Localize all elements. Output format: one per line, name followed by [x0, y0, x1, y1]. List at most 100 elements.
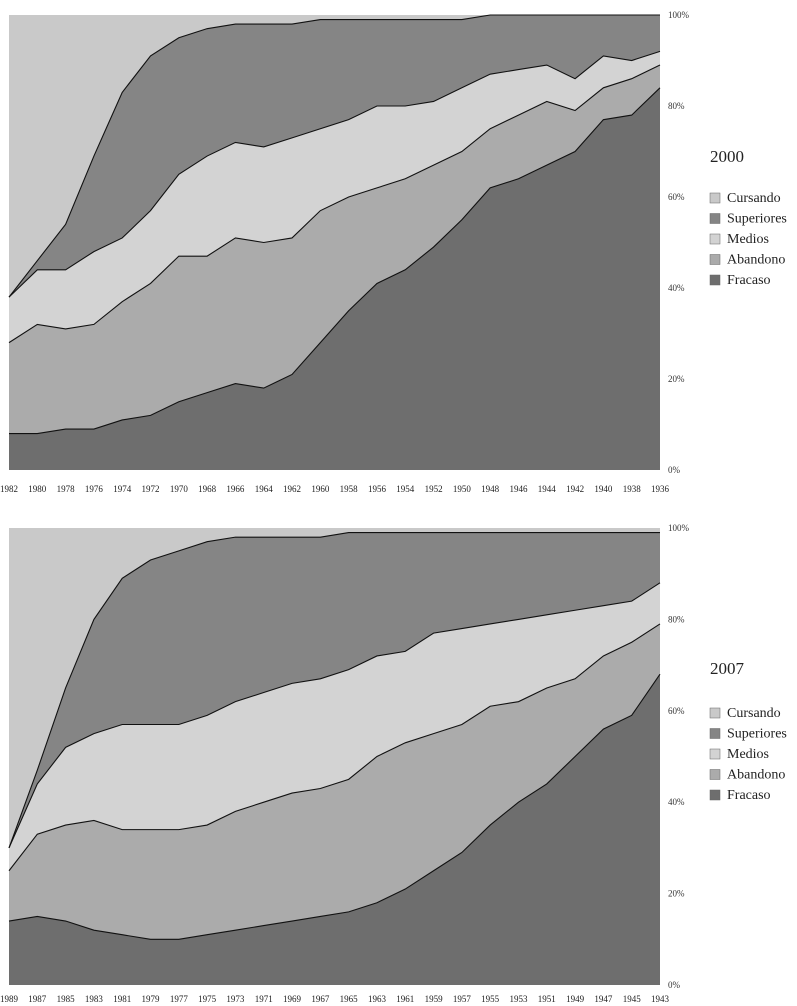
x-tick-label: 1951: [538, 994, 556, 1004]
x-tick-label: 1989: [0, 994, 19, 1004]
x-tick-label: 1940: [594, 484, 613, 494]
x-tick-label: 1936: [651, 484, 670, 494]
legend-label-superiores: Superiores: [727, 212, 787, 227]
area-abandono: [9, 65, 660, 434]
chart-panel-2007: 0% 20% 40% 60% 80% 100% 1989 1987 1985 1983 1981 19…: [0, 523, 787, 1004]
y-tick-label: 20%: [668, 374, 685, 384]
x-tick-label: 1985: [57, 994, 76, 1004]
x-tick-label: 1952: [425, 484, 443, 494]
x-tick-label: 1962: [283, 484, 301, 494]
y-tick-label: 100%: [668, 523, 690, 533]
boundary-line-medios: [8, 50, 661, 298]
boundary-line-abandono: [8, 64, 661, 344]
x-tick-label: 1970: [170, 484, 189, 494]
legend-swatch-superiores: [709, 213, 721, 224]
x-tick-label: 1969: [283, 994, 302, 1004]
y-tick-label: 80%: [668, 614, 685, 624]
x-tick-label: 1968: [198, 484, 217, 494]
chart-title: 2007: [710, 659, 745, 678]
y-tick-label: 0%: [668, 980, 681, 990]
x-tick-label: 1980: [28, 484, 47, 494]
area-abandono: [9, 623, 660, 940]
y-tick-label: 80%: [668, 101, 685, 111]
area-medios: [9, 51, 660, 343]
legend-label-abandono: Abandono: [727, 768, 785, 783]
x-tick-label: 1950: [453, 484, 472, 494]
x-tick-label: 1983: [85, 994, 104, 1004]
x-tick-label: 1965: [340, 994, 359, 1004]
x-tick-label: 1964: [255, 484, 274, 494]
x-tick-label: 1975: [198, 994, 217, 1004]
legend-label-medios: Medios: [727, 747, 769, 762]
x-tick-label: 1966: [226, 484, 245, 494]
area-fracaso: [9, 674, 660, 985]
y-tick-label: 100%: [668, 10, 690, 20]
legend-swatch-abandono: [709, 769, 721, 780]
boundary-line-superiores: [8, 532, 660, 849]
legend: Cursando Superiores Medios Abandono Fracaso: [709, 706, 787, 803]
x-tick-label: 1979: [142, 994, 161, 1004]
area-cursando: [9, 528, 660, 848]
legend-swatch-fracaso: [709, 274, 721, 286]
x-tick-label: 1945: [623, 994, 642, 1004]
x-tick-label: 1978: [57, 484, 76, 494]
x-tick-label: 1974: [113, 484, 132, 494]
legend: Cursando Superiores Medios Abandono Fracaso: [709, 191, 787, 288]
boundary-line-superiores: [8, 14, 660, 298]
x-tick-label: 1938: [623, 484, 642, 494]
x-tick-label: 1960: [311, 484, 330, 494]
legend-swatch-cursando: [709, 707, 721, 719]
x-tick-label: 1943: [651, 994, 670, 1004]
legend-swatch-fracaso: [709, 789, 721, 801]
x-tick-label: 1942: [566, 484, 584, 494]
x-tick-label: 1955: [481, 994, 500, 1004]
area-medios: [9, 582, 660, 871]
legend-swatch-medios: [709, 233, 721, 245]
boundary-line-fracaso: [8, 673, 661, 940]
legend-label-cursando: Cursando: [727, 191, 781, 206]
area-superiores: [9, 532, 660, 848]
x-tick-label: 1977: [170, 994, 189, 1004]
y-tick-label: 0%: [668, 465, 681, 475]
area-fracaso: [9, 87, 660, 471]
x-tick-label: 1946: [509, 484, 528, 494]
x-tick-label: 1954: [396, 484, 415, 494]
y-tick-label: 40%: [668, 283, 685, 293]
x-tick-label: 1961: [396, 994, 414, 1004]
x-tick-label: 1963: [368, 994, 387, 1004]
x-tick-label: 1948: [481, 484, 500, 494]
legend-label-cursando: Cursando: [727, 706, 781, 721]
y-tick-label: 40%: [668, 797, 685, 807]
legend-swatch-abandono: [709, 254, 721, 265]
boundary-line-abandono: [8, 623, 661, 872]
y-tick-label: 60%: [668, 706, 685, 716]
area-superiores: [9, 15, 660, 298]
legend-label-medios: Medios: [727, 232, 769, 247]
chart-panel-2000: 0% 20% 40% 60% 80% 100% 1982 1980 1978 1976 1974 19…: [0, 10, 787, 494]
x-tick-label: 1972: [142, 484, 160, 494]
x-tick-label: 1982: [0, 484, 18, 494]
x-tick-label: 1987: [28, 994, 47, 1004]
x-tick-label: 1947: [594, 994, 613, 1004]
x-tick-label: 1957: [453, 994, 472, 1004]
x-tick-label: 1967: [311, 994, 330, 1004]
x-tick-label: 1953: [509, 994, 528, 1004]
x-tick-label: 1973: [226, 994, 245, 1004]
chart-title: 2000: [710, 147, 744, 166]
legend-swatch-cursando: [709, 192, 721, 204]
x-tick-label: 1958: [340, 484, 359, 494]
legend-swatch-superiores: [709, 728, 721, 739]
boundary-line-fracaso: [9, 87, 661, 435]
y-tick-label: 60%: [668, 192, 685, 202]
x-tick-label: 1956: [368, 484, 387, 494]
boundary-line-medios: [8, 582, 661, 849]
legend-label-fracaso: Fracaso: [727, 273, 771, 288]
x-tick-label: 1949: [566, 994, 585, 1004]
x-tick-label: 1981: [113, 994, 131, 1004]
legend-label-superiores: Superiores: [727, 727, 787, 742]
y-tick-label: 20%: [668, 889, 685, 899]
x-tick-label: 1959: [425, 994, 444, 1004]
legend-label-abandono: Abandono: [727, 253, 785, 268]
x-tick-label: 1971: [255, 994, 273, 1004]
